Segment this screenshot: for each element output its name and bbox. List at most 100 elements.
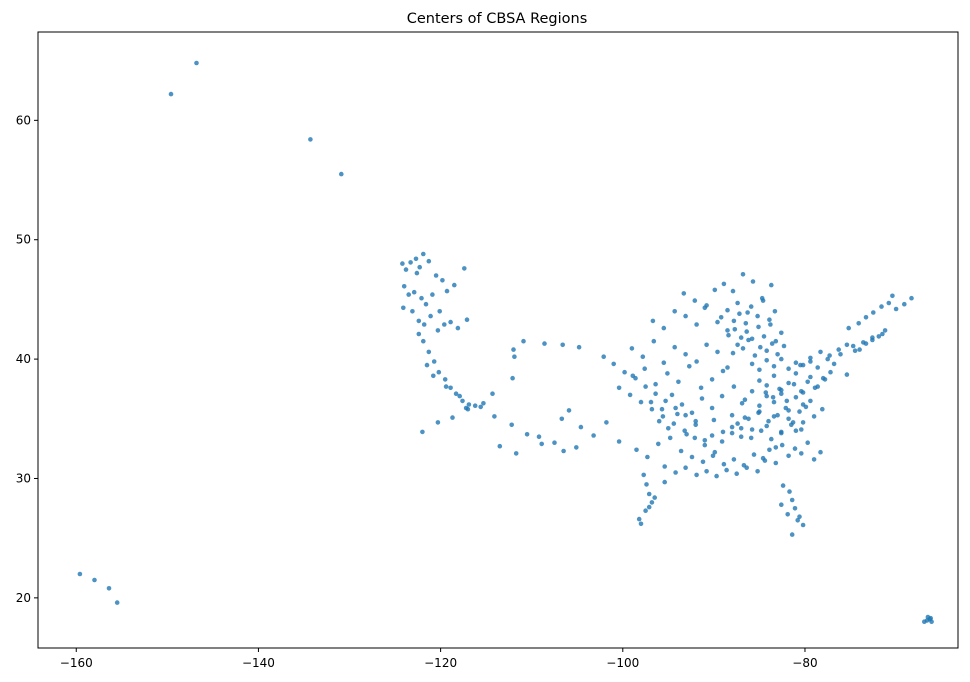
data-point bbox=[779, 330, 784, 336]
data-point bbox=[844, 342, 850, 348]
data-point bbox=[751, 452, 757, 457]
data-point bbox=[719, 393, 725, 399]
data-point bbox=[789, 497, 795, 503]
data-point bbox=[909, 295, 914, 301]
data-point bbox=[433, 273, 439, 278]
data-point bbox=[457, 393, 463, 399]
data-point bbox=[863, 341, 869, 346]
data-point bbox=[676, 379, 681, 385]
data-point bbox=[450, 415, 455, 420]
data-point bbox=[758, 428, 764, 434]
data-point bbox=[627, 392, 633, 398]
data-point bbox=[510, 375, 515, 381]
data-point bbox=[416, 318, 422, 324]
data-point bbox=[856, 321, 861, 326]
data-point bbox=[669, 392, 675, 398]
data-point bbox=[675, 411, 680, 417]
data-point bbox=[775, 412, 780, 418]
data-point bbox=[683, 412, 688, 418]
data-point bbox=[636, 516, 642, 522]
data-point bbox=[811, 414, 817, 419]
data-point bbox=[786, 453, 791, 459]
data-point bbox=[512, 354, 517, 360]
data-point bbox=[773, 460, 779, 466]
data-point bbox=[401, 284, 407, 289]
data-point bbox=[424, 362, 430, 368]
data-point bbox=[656, 441, 661, 447]
data-point bbox=[739, 401, 745, 406]
data-point bbox=[757, 367, 762, 373]
data-point bbox=[738, 335, 744, 340]
data-point bbox=[659, 406, 665, 412]
data-point bbox=[785, 512, 790, 517]
y-tick-label: 60 bbox=[16, 113, 31, 127]
data-point bbox=[780, 483, 786, 488]
data-point bbox=[740, 272, 746, 277]
data-point bbox=[410, 309, 415, 314]
data-point bbox=[692, 435, 698, 441]
data-point bbox=[731, 457, 737, 462]
data-point bbox=[779, 391, 784, 397]
data-point bbox=[827, 353, 832, 358]
data-point bbox=[730, 350, 736, 356]
data-point bbox=[820, 406, 825, 412]
data-point bbox=[421, 322, 427, 327]
data-point bbox=[644, 482, 649, 487]
data-point bbox=[168, 91, 174, 97]
data-point bbox=[784, 398, 790, 404]
data-point bbox=[420, 429, 425, 435]
data-point bbox=[750, 279, 756, 284]
data-point bbox=[77, 571, 83, 577]
data-point bbox=[786, 416, 791, 422]
data-point bbox=[759, 295, 765, 301]
data-point bbox=[730, 288, 736, 294]
data-point bbox=[779, 356, 784, 362]
data-point bbox=[642, 366, 647, 372]
data-point bbox=[779, 502, 784, 508]
data-point bbox=[662, 464, 667, 469]
data-point bbox=[771, 414, 777, 419]
data-point bbox=[769, 282, 774, 288]
data-point bbox=[786, 366, 791, 372]
data-point bbox=[114, 600, 120, 605]
data-point bbox=[497, 443, 503, 449]
axis-ticks: −160 −140 −120 −100 −80 20 30 40 50 60 bbox=[16, 113, 818, 670]
data-point bbox=[704, 303, 709, 308]
data-point bbox=[789, 532, 795, 537]
data-point bbox=[681, 291, 687, 296]
data-point bbox=[882, 328, 888, 333]
data-point bbox=[791, 381, 797, 387]
data-point bbox=[646, 491, 652, 497]
data-point bbox=[511, 347, 516, 352]
data-point bbox=[734, 471, 739, 477]
data-point bbox=[462, 266, 467, 271]
data-point bbox=[466, 402, 472, 407]
data-point bbox=[448, 319, 453, 325]
data-point bbox=[729, 424, 735, 430]
data-point bbox=[678, 448, 684, 454]
data-point bbox=[771, 399, 777, 405]
data-point bbox=[652, 495, 657, 500]
data-point bbox=[746, 416, 751, 422]
data-point bbox=[92, 577, 97, 583]
data-point bbox=[629, 346, 635, 351]
data-point bbox=[779, 430, 784, 436]
data-point bbox=[442, 322, 447, 327]
data-point bbox=[693, 418, 698, 424]
data-point bbox=[800, 390, 806, 395]
data-point bbox=[649, 500, 655, 505]
data-point bbox=[560, 342, 565, 348]
data-point bbox=[822, 377, 828, 382]
data-point bbox=[786, 408, 791, 413]
data-point bbox=[729, 430, 735, 436]
data-point bbox=[423, 301, 429, 307]
data-point bbox=[448, 385, 453, 391]
data-point bbox=[426, 258, 432, 264]
data-point bbox=[857, 347, 862, 352]
data-point bbox=[411, 289, 417, 295]
data-point bbox=[591, 433, 596, 438]
data-point bbox=[699, 396, 705, 401]
data-point bbox=[542, 341, 547, 346]
data-point bbox=[679, 402, 685, 407]
data-point bbox=[800, 420, 806, 425]
